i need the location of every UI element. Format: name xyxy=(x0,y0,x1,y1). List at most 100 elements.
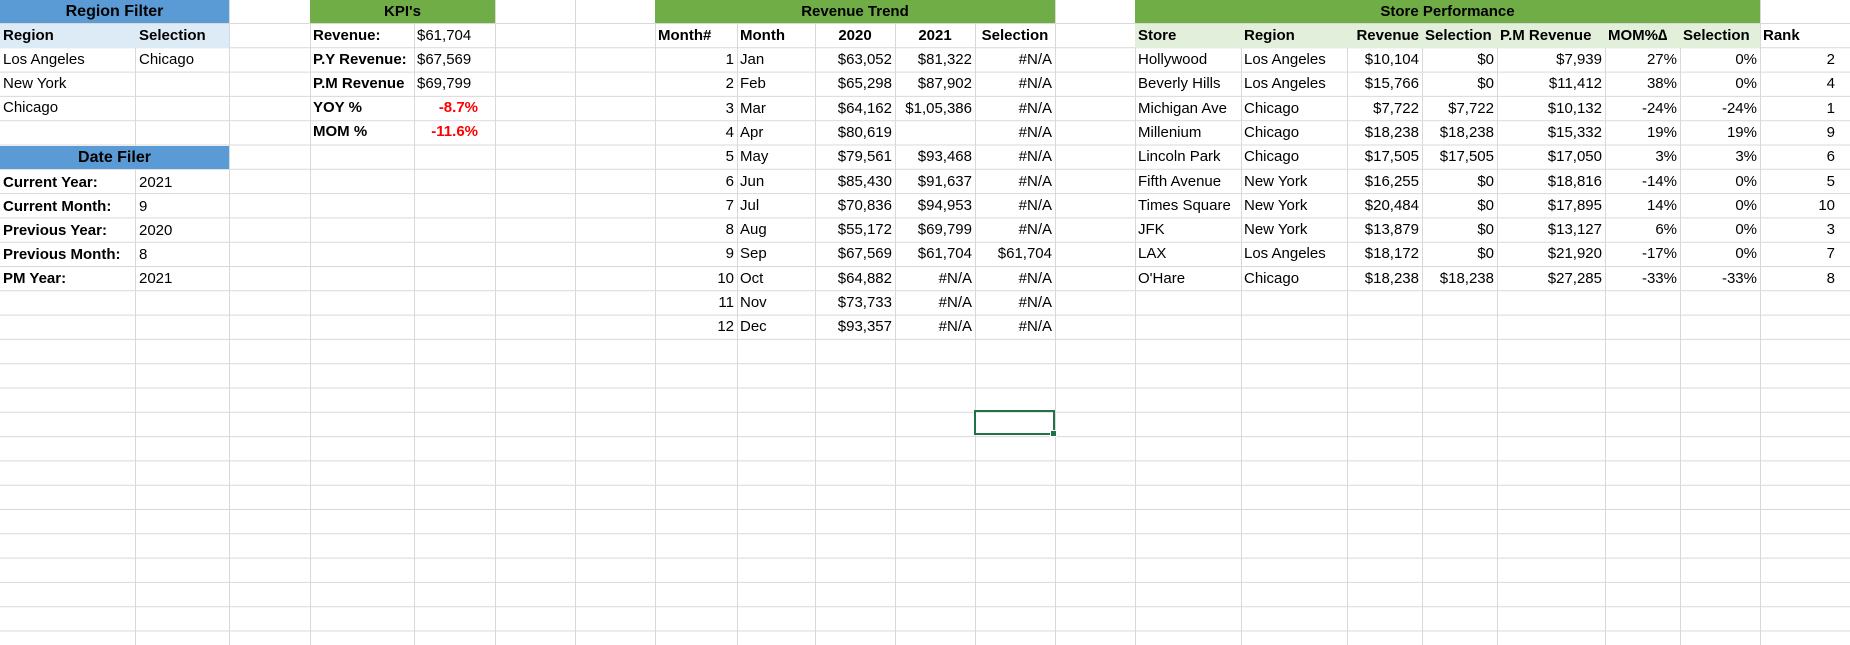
store-revenue-cell[interactable]: $10,104 xyxy=(1364,51,1419,68)
store-region-cell[interactable]: Chicago xyxy=(1244,123,1300,141)
trend-month-num-cell[interactable]: 3 xyxy=(725,99,734,117)
trend-month-cell[interactable]: Mar xyxy=(740,99,766,117)
trend-2021-cell[interactable]: $87,902 xyxy=(917,75,972,93)
trend-month-cell[interactable]: Sep xyxy=(740,245,767,263)
store-pm-revenue-cell[interactable]: $11,412 xyxy=(1548,75,1602,93)
store-region-cell[interactable]: Los Angeles xyxy=(1244,51,1326,68)
kpi-value-mom[interactable]: -11.6% xyxy=(431,123,478,140)
store-selection-cell[interactable]: $0 xyxy=(1477,221,1494,239)
store-mom-cell[interactable]: -24% xyxy=(1641,99,1677,117)
store-selection-mom-cell[interactable]: 0% xyxy=(1735,172,1757,190)
store-rank-cell[interactable]: 8 xyxy=(1826,269,1835,287)
trend-month-num-cell[interactable]: 11 xyxy=(718,294,734,311)
trend-month-num-cell[interactable]: 10 xyxy=(717,269,734,287)
store-name-cell[interactable]: Times Square xyxy=(1138,196,1231,214)
store-pm-revenue-cell[interactable]: $21,920 xyxy=(1547,245,1602,263)
store-name-cell[interactable]: Lincoln Park xyxy=(1138,148,1221,166)
region-selection-cell[interactable]: Chicago xyxy=(139,51,195,68)
trend-selection-cell[interactable]: #N/A xyxy=(1018,269,1052,287)
trend-month-cell[interactable]: Feb xyxy=(740,75,766,93)
store-name-cell[interactable]: LAX xyxy=(1138,245,1167,263)
date-filter-value[interactable]: 8 xyxy=(139,246,148,263)
store-name-cell[interactable]: Michigan Ave xyxy=(1138,99,1227,117)
trend-2021-cell[interactable]: $69,799 xyxy=(917,221,972,239)
store-selection-mom-cell[interactable]: 0% xyxy=(1735,196,1757,214)
trend-selection-cell[interactable]: #N/A xyxy=(1018,318,1052,336)
trend-month-cell[interactable]: Oct xyxy=(740,269,764,287)
trend-2020-cell[interactable]: $63,052 xyxy=(837,51,892,68)
store-selection-cell[interactable]: $17,505 xyxy=(1439,148,1494,166)
trend-selection-cell[interactable]: #N/A xyxy=(1018,294,1052,311)
store-pm-revenue-cell[interactable]: $10,132 xyxy=(1547,99,1602,117)
trend-2020-cell[interactable]: $64,162 xyxy=(837,99,892,117)
region-cell[interactable]: Chicago xyxy=(3,99,59,116)
store-selection-cell[interactable]: $18,238 xyxy=(1439,123,1494,141)
store-selection-mom-cell[interactable]: 19% xyxy=(1726,123,1757,141)
store-pm-revenue-cell[interactable]: $7,939 xyxy=(1556,51,1602,68)
store-revenue-cell[interactable]: $15,766 xyxy=(1364,75,1419,93)
store-name-cell[interactable]: Beverly Hills xyxy=(1138,75,1221,93)
store-mom-cell[interactable]: 3% xyxy=(1655,148,1677,166)
store-rank-cell[interactable]: 2 xyxy=(1826,51,1835,68)
trend-month-cell[interactable]: Jan xyxy=(740,51,765,68)
store-name-cell[interactable]: Fifth Avenue xyxy=(1138,172,1222,190)
store-region-cell[interactable]: Chicago xyxy=(1244,148,1300,166)
store-mom-cell[interactable]: 38% xyxy=(1646,75,1677,93)
store-selection-cell[interactable]: $18,238 xyxy=(1439,269,1494,287)
store-rank-cell[interactable]: 10 xyxy=(1818,196,1835,214)
trend-2021-cell[interactable]: $61,704 xyxy=(917,245,972,263)
store-mom-cell[interactable]: -14% xyxy=(1641,172,1677,190)
trend-2020-cell[interactable]: $80,619 xyxy=(837,123,892,141)
trend-selection-cell[interactable]: #N/A xyxy=(1018,51,1052,68)
trend-selection-cell[interactable]: #N/A xyxy=(1018,99,1052,117)
trend-month-cell[interactable]: Jul xyxy=(740,196,760,214)
store-revenue-cell[interactable]: $16,255 xyxy=(1364,172,1419,190)
store-pm-revenue-cell[interactable]: $27,285 xyxy=(1547,269,1602,287)
store-region-cell[interactable]: New York xyxy=(1244,172,1308,190)
store-selection-cell[interactable]: $7,722 xyxy=(1448,99,1494,117)
date-filter-value[interactable]: 2021 xyxy=(139,174,173,191)
region-cell[interactable]: Los Angeles xyxy=(3,51,85,68)
trend-2021-cell[interactable]: $94,953 xyxy=(917,196,972,214)
store-rank-cell[interactable]: 9 xyxy=(1826,123,1835,141)
active-cell-selection[interactable] xyxy=(974,410,1057,437)
trend-2021-cell[interactable]: #N/A xyxy=(938,294,972,311)
trend-2020-cell[interactable]: $67,569 xyxy=(837,245,892,263)
store-name-cell[interactable]: O'Hare xyxy=(1138,269,1186,287)
trend-2020-cell[interactable]: $73,733 xyxy=(837,294,892,311)
date-filter-value[interactable]: 2021 xyxy=(139,270,173,287)
trend-month-num-cell[interactable]: 4 xyxy=(725,123,734,141)
store-rank-cell[interactable]: 5 xyxy=(1826,172,1835,190)
store-selection-cell[interactable]: $0 xyxy=(1477,245,1494,263)
trend-month-cell[interactable]: Apr xyxy=(740,123,764,141)
store-mom-cell[interactable]: -33% xyxy=(1641,269,1677,287)
trend-month-cell[interactable]: Aug xyxy=(740,221,767,239)
store-name-cell[interactable]: Millenium xyxy=(1138,123,1202,141)
store-selection-cell[interactable]: $0 xyxy=(1477,51,1494,68)
kpi-value-yoy[interactable]: -8.7% xyxy=(438,99,478,116)
store-selection-mom-cell[interactable]: 0% xyxy=(1735,51,1757,68)
store-mom-cell[interactable]: 6% xyxy=(1655,221,1677,239)
trend-2020-cell[interactable]: $64,882 xyxy=(837,269,892,287)
store-selection-cell[interactable]: $0 xyxy=(1477,196,1494,214)
trend-2021-cell[interactable] xyxy=(895,121,975,144)
trend-month-num-cell[interactable]: 12 xyxy=(717,318,734,336)
store-region-cell[interactable]: Chicago xyxy=(1244,269,1300,287)
trend-2021-cell[interactable]: #N/A xyxy=(938,269,972,287)
store-revenue-cell[interactable]: $20,484 xyxy=(1364,196,1419,214)
store-revenue-cell[interactable]: $17,505 xyxy=(1364,148,1419,166)
trend-month-num-cell[interactable]: 2 xyxy=(725,75,734,93)
store-pm-revenue-cell[interactable]: $13,127 xyxy=(1547,221,1602,239)
trend-month-num-cell[interactable]: 1 xyxy=(725,51,734,68)
kpi-value[interactable]: $69,799 xyxy=(417,75,472,92)
store-revenue-cell[interactable]: $18,238 xyxy=(1364,269,1419,287)
trend-2021-cell[interactable]: #N/A xyxy=(938,318,972,336)
trend-selection-cell[interactable]: #N/A xyxy=(1018,75,1052,93)
store-revenue-cell[interactable]: $18,238 xyxy=(1364,123,1419,141)
store-revenue-cell[interactable]: $18,172 xyxy=(1364,245,1419,263)
store-selection-cell[interactable]: $0 xyxy=(1477,172,1494,190)
trend-month-num-cell[interactable]: 8 xyxy=(725,221,734,239)
store-pm-revenue-cell[interactable]: $15,332 xyxy=(1547,123,1602,141)
store-rank-cell[interactable]: 7 xyxy=(1826,245,1835,263)
trend-2020-cell[interactable]: $85,430 xyxy=(837,172,892,190)
